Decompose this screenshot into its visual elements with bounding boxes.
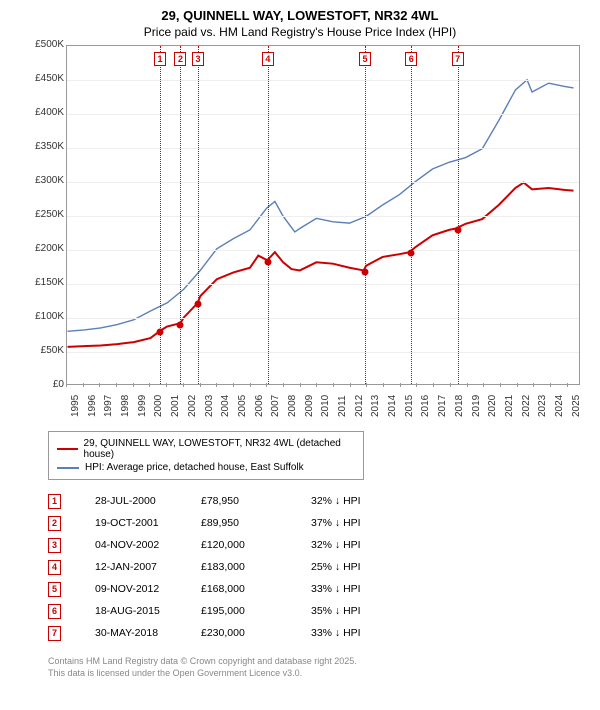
x-axis-label: 2015 <box>404 395 410 417</box>
chart-title: 29, QUINNELL WAY, LOWESTOFT, NR32 4WL <box>0 0 600 23</box>
sale-row: 219-OCT-2001£89,95037% ↓ HPI <box>48 512 600 534</box>
sale-price: £230,000 <box>201 627 311 639</box>
y-axis-label: £250K <box>26 209 64 220</box>
chart-area: £0£50K£100K£150K£200K£250K£300K£350K£400… <box>30 45 590 425</box>
x-axis-label: 2010 <box>320 395 326 417</box>
y-axis-label: £200K <box>26 243 64 254</box>
x-axis-label: 2013 <box>370 395 376 417</box>
sale-marker: 6 <box>405 52 417 66</box>
sale-index: 7 <box>48 626 61 641</box>
sale-row: 618-AUG-2015£195,00035% ↓ HPI <box>48 600 600 622</box>
legend-line-red <box>57 448 78 450</box>
sale-marker: 5 <box>359 52 371 66</box>
sale-index: 2 <box>48 516 61 531</box>
sale-date: 12-JAN-2007 <box>61 561 201 573</box>
chart-lines <box>67 46 579 384</box>
sales-table: 128-JUL-2000£78,95032% ↓ HPI219-OCT-2001… <box>48 490 600 644</box>
y-axis-label: £100K <box>26 311 64 322</box>
sale-marker: 2 <box>174 52 186 66</box>
sale-row: 304-NOV-2002£120,00032% ↓ HPI <box>48 534 600 556</box>
x-axis-label: 2002 <box>187 395 193 417</box>
sale-delta: 37% ↓ HPI <box>311 517 431 529</box>
x-axis-label: 2022 <box>521 395 527 417</box>
sale-price: £120,000 <box>201 539 311 551</box>
x-axis-label: 1996 <box>87 395 93 417</box>
x-axis-label: 2001 <box>170 395 176 417</box>
sale-date: 04-NOV-2002 <box>61 539 201 551</box>
x-axis-label: 2008 <box>287 395 293 417</box>
sale-row: 128-JUL-2000£78,95032% ↓ HPI <box>48 490 600 512</box>
sale-delta: 32% ↓ HPI <box>311 539 431 551</box>
x-axis-label: 2018 <box>454 395 460 417</box>
sale-price: £168,000 <box>201 583 311 595</box>
x-axis-label: 1995 <box>70 395 76 417</box>
x-axis-label: 2011 <box>337 395 343 417</box>
sale-delta: 35% ↓ HPI <box>311 605 431 617</box>
sale-price: £89,950 <box>201 517 311 529</box>
y-axis-label: £300K <box>26 175 64 186</box>
sale-marker: 4 <box>262 52 274 66</box>
x-axis-label: 2025 <box>571 395 577 417</box>
x-axis-label: 2005 <box>237 395 243 417</box>
sale-index: 5 <box>48 582 61 597</box>
x-axis-label: 1997 <box>103 395 109 417</box>
sale-index: 6 <box>48 604 61 619</box>
x-axis-label: 2023 <box>537 395 543 417</box>
y-axis-label: £150K <box>26 277 64 288</box>
legend: 29, QUINNELL WAY, LOWESTOFT, NR32 4WL (d… <box>48 431 364 480</box>
x-axis-label: 2019 <box>471 395 477 417</box>
x-axis-label: 2024 <box>554 395 560 417</box>
x-axis-label: 2009 <box>304 395 310 417</box>
y-axis-label: £400K <box>26 107 64 118</box>
sale-index: 1 <box>48 494 61 509</box>
sale-date: 18-AUG-2015 <box>61 605 201 617</box>
sale-delta: 32% ↓ HPI <box>311 495 431 507</box>
x-axis-label: 2021 <box>504 395 510 417</box>
x-axis-label: 1999 <box>137 395 143 417</box>
sale-delta: 33% ↓ HPI <box>311 627 431 639</box>
sale-marker: 3 <box>192 52 204 66</box>
sale-index: 3 <box>48 538 61 553</box>
y-axis-label: £350K <box>26 141 64 152</box>
legend-line-blue <box>57 467 79 469</box>
sale-date: 09-NOV-2012 <box>61 583 201 595</box>
x-axis-label: 2000 <box>153 395 159 417</box>
sale-price: £183,000 <box>201 561 311 573</box>
x-axis-label: 2012 <box>354 395 360 417</box>
legend-label-red: 29, QUINNELL WAY, LOWESTOFT, NR32 4WL (d… <box>84 438 355 460</box>
sale-marker: 1 <box>154 52 166 66</box>
sale-delta: 25% ↓ HPI <box>311 561 431 573</box>
x-axis-label: 2020 <box>487 395 493 417</box>
y-axis-label: £50K <box>26 345 64 356</box>
sale-row: 412-JAN-2007£183,00025% ↓ HPI <box>48 556 600 578</box>
y-axis-label: £500K <box>26 39 64 50</box>
x-axis-label: 2014 <box>387 395 393 417</box>
sale-row: 509-NOV-2012£168,00033% ↓ HPI <box>48 578 600 600</box>
x-axis-label: 2017 <box>437 395 443 417</box>
x-axis-label: 1998 <box>120 395 126 417</box>
sale-row: 730-MAY-2018£230,00033% ↓ HPI <box>48 622 600 644</box>
chart-subtitle: Price paid vs. HM Land Registry's House … <box>0 23 600 45</box>
sale-index: 4 <box>48 560 61 575</box>
sale-date: 19-OCT-2001 <box>61 517 201 529</box>
sale-marker: 7 <box>452 52 464 66</box>
sale-date: 28-JUL-2000 <box>61 495 201 507</box>
legend-label-blue: HPI: Average price, detached house, East… <box>85 462 304 473</box>
plot-region: 123 4 5 6 7 <box>66 45 580 385</box>
footer: Contains HM Land Registry data © Crown c… <box>48 656 600 679</box>
sale-price: £195,000 <box>201 605 311 617</box>
x-axis-label: 2003 <box>204 395 210 417</box>
x-axis-label: 2007 <box>270 395 276 417</box>
y-axis-label: £450K <box>26 73 64 84</box>
footer-line-1: Contains HM Land Registry data © Crown c… <box>48 656 600 668</box>
y-axis-label: £0 <box>26 379 64 390</box>
sale-date: 30-MAY-2018 <box>61 627 201 639</box>
x-axis-label: 2004 <box>220 395 226 417</box>
sale-delta: 33% ↓ HPI <box>311 583 431 595</box>
sale-price: £78,950 <box>201 495 311 507</box>
footer-line-2: This data is licensed under the Open Gov… <box>48 668 600 680</box>
x-axis-label: 2006 <box>254 395 260 417</box>
x-axis-label: 2016 <box>420 395 426 417</box>
